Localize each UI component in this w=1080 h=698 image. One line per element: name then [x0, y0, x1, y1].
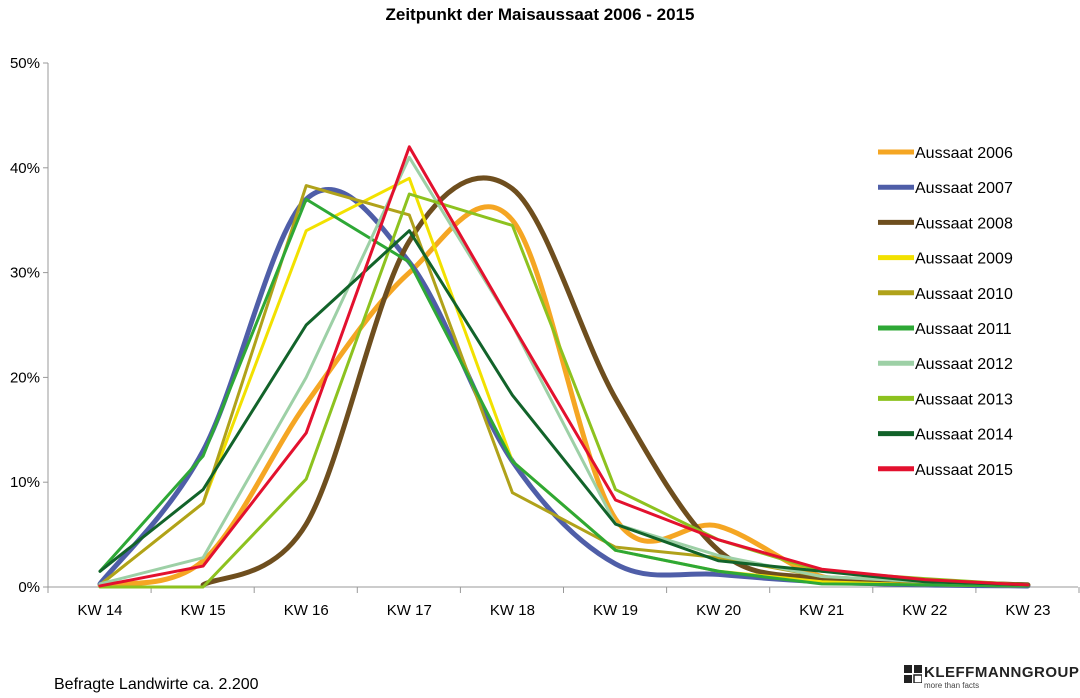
- series-line-aussaat-2011: [98, 197, 1030, 588]
- x-tick-label: KW 17: [387, 602, 432, 619]
- x-tick-label: KW 20: [696, 602, 741, 619]
- chart-title: Zeitpunkt der Maisaussaat 2006 - 2015: [385, 5, 695, 24]
- legend-label: Aussaat 2010: [915, 286, 1013, 303]
- legend-label: Aussaat 2007: [915, 180, 1013, 197]
- x-tick-label: KW 21: [799, 602, 844, 619]
- y-tick-label: 30%: [10, 265, 40, 282]
- x-tick-label: KW 14: [77, 602, 122, 619]
- x-tick-label: KW 23: [1005, 602, 1050, 619]
- legend-label: Aussaat 2009: [915, 251, 1013, 268]
- y-tick-label: 10%: [10, 474, 40, 491]
- y-tick-label: 50%: [10, 55, 40, 72]
- legend-label: Aussaat 2012: [915, 356, 1013, 373]
- y-tick-label: 0%: [18, 579, 40, 596]
- legend-label: Aussaat 2015: [915, 462, 1013, 479]
- footer-note: Befragte Landwirte ca. 2.200: [54, 676, 259, 693]
- legend-label: Aussaat 2014: [915, 427, 1013, 444]
- y-tick-label: 40%: [10, 160, 40, 177]
- x-tick-label: KW 19: [593, 602, 638, 619]
- y-tick-label: 20%: [10, 369, 40, 386]
- logo-mark-icon: [904, 665, 922, 683]
- x-tick-label: KW 18: [490, 602, 535, 619]
- x-tick-label: KW 16: [284, 602, 329, 619]
- legend-label: Aussaat 2013: [915, 391, 1013, 408]
- legend-label: Aussaat 2006: [915, 145, 1013, 162]
- x-tick-label: KW 22: [902, 602, 947, 619]
- logo-brand: KLEFFMANNGROUP: [924, 664, 1080, 681]
- legend-label: Aussaat 2008: [915, 215, 1013, 232]
- logo-tagline: more than facts: [924, 681, 980, 690]
- series-line-aussaat-2014: [98, 229, 1030, 587]
- legend-label: Aussaat 2011: [915, 321, 1012, 338]
- company-logo: KLEFFMANNGROUP more than facts: [904, 664, 1079, 694]
- series-line-aussaat-2015: [98, 145, 1030, 588]
- series-line-aussaat-2012: [98, 155, 1030, 587]
- x-tick-label: KW 15: [181, 602, 226, 619]
